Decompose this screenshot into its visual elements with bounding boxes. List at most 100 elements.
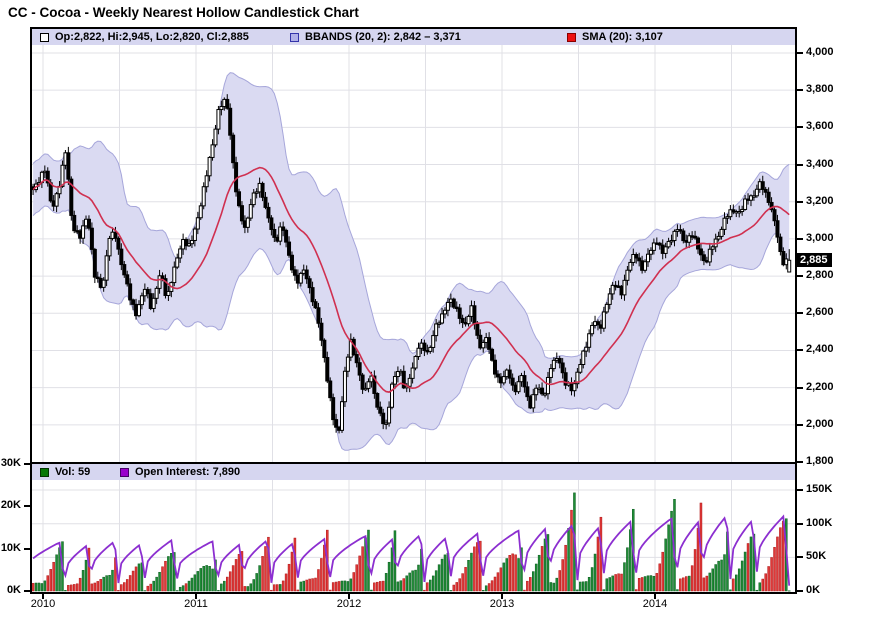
candle[interactable] <box>145 288 150 295</box>
volume-bar[interactable] <box>178 586 182 592</box>
volume-bar[interactable] <box>243 586 247 592</box>
volume-bar[interactable] <box>340 580 344 592</box>
volume-bar[interactable] <box>634 589 638 592</box>
candle[interactable] <box>339 401 344 431</box>
candle[interactable] <box>66 152 71 180</box>
volume-bar[interactable] <box>679 578 682 592</box>
candle[interactable] <box>184 239 189 247</box>
volume-bar[interactable] <box>234 559 238 592</box>
volume-bar[interactable] <box>467 560 470 592</box>
volume-bar[interactable] <box>531 571 535 592</box>
volume-bar[interactable] <box>120 584 123 592</box>
volume-bar[interactable] <box>187 580 191 592</box>
candle[interactable] <box>410 367 415 379</box>
volume-bar[interactable] <box>549 582 553 592</box>
volume-bar[interactable] <box>511 553 514 592</box>
volume-bar[interactable] <box>496 572 500 592</box>
candle[interactable] <box>69 178 74 216</box>
candle[interactable] <box>631 254 636 263</box>
volume-bar[interactable] <box>658 563 662 592</box>
volume-bar[interactable] <box>70 584 73 592</box>
volume-bar[interactable] <box>735 574 738 592</box>
candle[interactable] <box>378 406 383 414</box>
volume-bar[interactable] <box>470 552 473 592</box>
candle[interactable] <box>198 205 203 219</box>
volume-bar[interactable] <box>579 581 582 592</box>
volume-bar[interactable] <box>305 579 308 592</box>
volume-bar[interactable] <box>184 583 188 592</box>
volume-bar[interactable] <box>564 544 567 592</box>
candle[interactable] <box>622 279 627 296</box>
volume-bar[interactable] <box>258 565 261 592</box>
candle[interactable] <box>487 337 492 350</box>
candle[interactable] <box>219 106 224 111</box>
volume-bar[interactable] <box>732 578 735 592</box>
candle[interactable] <box>701 254 706 262</box>
candle[interactable] <box>175 257 180 268</box>
candle[interactable] <box>607 293 612 305</box>
volume-bar[interactable] <box>102 576 105 592</box>
volume-bar[interactable] <box>711 568 714 592</box>
candles-group[interactable] <box>32 94 792 434</box>
volume-bar[interactable] <box>667 524 670 592</box>
candle[interactable] <box>119 248 124 266</box>
candle[interactable] <box>522 375 527 388</box>
volume-bar[interactable] <box>499 567 503 592</box>
volume-bar[interactable] <box>529 577 532 592</box>
candle[interactable] <box>342 370 347 403</box>
volume-bar[interactable] <box>743 551 747 592</box>
volume-bar[interactable] <box>640 577 644 592</box>
volume-bar[interactable] <box>484 585 488 592</box>
volume-bar[interactable] <box>493 576 497 592</box>
candle[interactable] <box>360 374 365 390</box>
volume-bar[interactable] <box>476 542 479 592</box>
volume-bar[interactable] <box>190 577 194 592</box>
volume-bar[interactable] <box>323 544 326 592</box>
candle[interactable] <box>331 397 336 421</box>
volume-bar[interactable] <box>308 578 311 592</box>
volume-bar[interactable] <box>502 562 506 592</box>
candle[interactable] <box>413 356 418 369</box>
volume-bar[interactable] <box>561 559 564 592</box>
candle[interactable] <box>237 191 242 207</box>
candle[interactable] <box>195 217 200 230</box>
candle[interactable] <box>81 225 86 239</box>
candle[interactable] <box>787 259 792 273</box>
volume-bar[interactable] <box>617 573 620 592</box>
volume-bar[interactable] <box>443 554 447 592</box>
volume-bar[interactable] <box>761 578 764 592</box>
volume-bar[interactable] <box>37 582 41 592</box>
candle[interactable] <box>754 188 759 197</box>
volume-bar[interactable] <box>255 573 258 592</box>
volume-bar[interactable] <box>637 578 641 592</box>
candle[interactable] <box>125 274 130 285</box>
candle[interactable] <box>60 164 65 187</box>
candle[interactable] <box>86 218 91 229</box>
candle[interactable] <box>322 339 327 359</box>
candle[interactable] <box>748 195 753 201</box>
candle[interactable] <box>634 254 639 259</box>
volume-bar[interactable] <box>217 590 220 592</box>
candle[interactable] <box>540 387 545 395</box>
volume-bar[interactable] <box>155 576 158 592</box>
candle[interactable] <box>136 304 141 317</box>
candle[interactable] <box>128 283 133 301</box>
volume-bar[interactable] <box>349 578 353 592</box>
candle[interactable] <box>663 246 668 254</box>
candle[interactable] <box>760 181 765 190</box>
volume-bar[interactable] <box>520 547 523 592</box>
volume-bar[interactable] <box>302 580 305 592</box>
candle[interactable] <box>781 250 786 266</box>
volume-bar[interactable] <box>605 578 609 592</box>
candle[interactable] <box>590 324 595 335</box>
volume-bar[interactable] <box>776 536 779 592</box>
candle[interactable] <box>442 309 447 315</box>
volume-bar[interactable] <box>414 569 417 592</box>
candle[interactable] <box>178 248 183 259</box>
candle[interactable] <box>437 322 442 325</box>
candle[interactable] <box>151 297 156 309</box>
candle[interactable] <box>501 376 506 384</box>
volume-bar[interactable] <box>396 581 400 592</box>
candle[interactable] <box>722 217 727 230</box>
candle[interactable] <box>101 279 106 288</box>
